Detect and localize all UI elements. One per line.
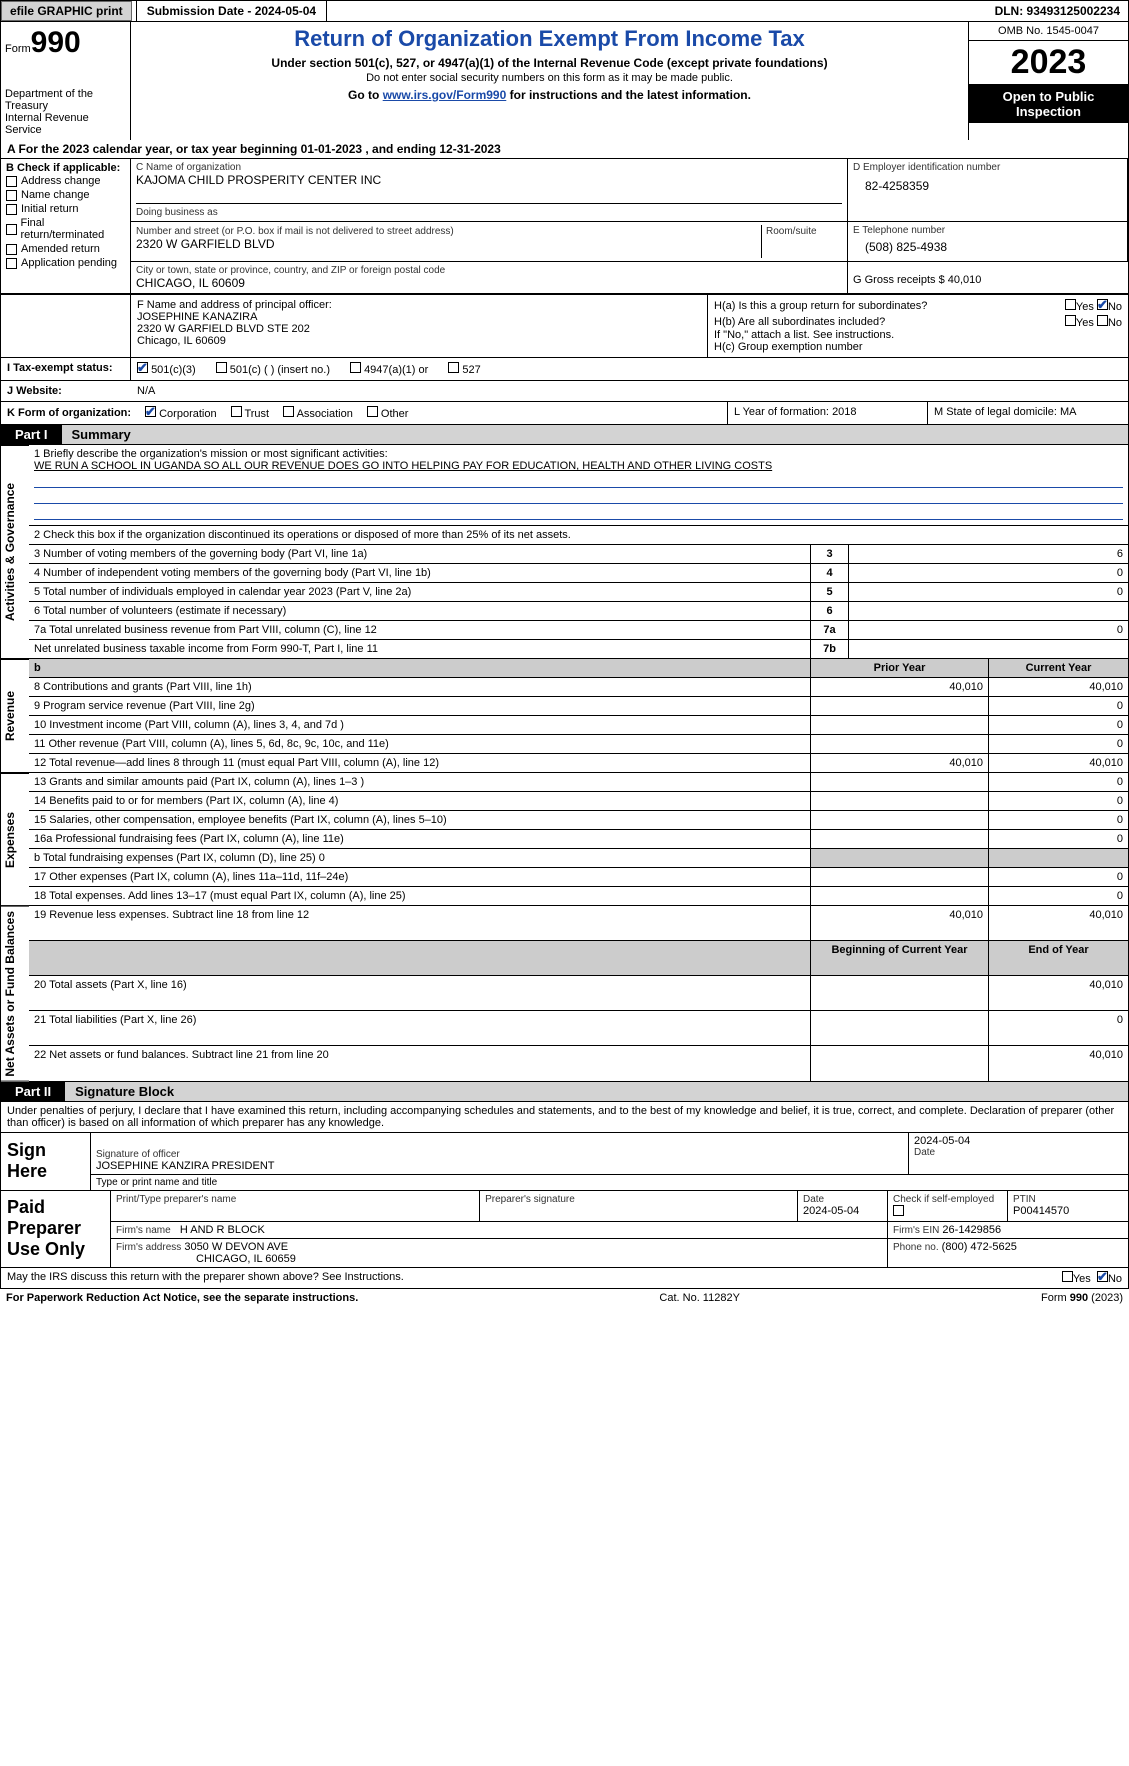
gross-receipts: 40,010 (948, 274, 982, 286)
v7a: 0 (848, 621, 1128, 640)
dln: DLN: 93493125002234 (995, 4, 1128, 18)
year-formation: 2018 (832, 406, 856, 418)
tax-year: 2023 (969, 41, 1128, 85)
cb-501c[interactable] (216, 362, 227, 373)
dept-treasury: Department of the Treasury (5, 88, 126, 112)
public-inspection: Open to Public Inspection (969, 85, 1128, 123)
subtitle-2: Do not enter social security numbers on … (139, 72, 960, 84)
subtitle-1: Under section 501(c), 527, or 4947(a)(1)… (139, 56, 960, 70)
officer-signature: JOSEPHINE KANZIRA PRESIDENT (96, 1160, 903, 1172)
cb-501c3[interactable] (137, 362, 148, 373)
form-number: 990 (31, 26, 81, 59)
v3: 6 (848, 545, 1128, 564)
cb-assoc[interactable] (283, 406, 294, 417)
cb-other[interactable] (367, 406, 378, 417)
cb-hb-no[interactable] (1097, 315, 1108, 326)
cb-trust[interactable] (231, 406, 242, 417)
mission: WE RUN A SCHOOL IN UGANDA SO ALL OUR REV… (34, 460, 772, 472)
cb-discuss-no[interactable] (1097, 1271, 1108, 1282)
form-header: Form990 Department of the Treasury Inter… (0, 22, 1129, 140)
cb-final-return[interactable] (6, 224, 17, 235)
discuss-row: May the IRS discuss this return with the… (0, 1268, 1129, 1289)
v6 (848, 602, 1128, 621)
tax-exempt-row: I Tax-exempt status: 501(c)(3) 501(c) ( … (0, 358, 1129, 381)
cb-corp[interactable] (145, 406, 156, 417)
v5: 0 (848, 583, 1128, 602)
cb-address-change[interactable] (6, 176, 17, 187)
efile-print-button[interactable]: efile GRAPHIC print (1, 1, 132, 21)
city-state-zip: CHICAGO, IL 60609 (136, 276, 842, 290)
form-word: Form (5, 43, 31, 55)
footer: For Paperwork Reduction Act Notice, see … (0, 1289, 1129, 1307)
form990-link[interactable]: www.irs.gov/Form990 (383, 88, 507, 102)
cb-527[interactable] (448, 362, 459, 373)
officer-group-row: F Name and address of principal officer:… (0, 295, 1129, 358)
cb-self-employed[interactable] (893, 1205, 904, 1216)
side-governance: Activities & Governance (1, 445, 29, 659)
form-title: Return of Organization Exempt From Incom… (139, 26, 960, 52)
cb-initial-return[interactable] (6, 204, 17, 215)
cb-4947[interactable] (350, 362, 361, 373)
state-domicile: MA (1060, 406, 1077, 418)
website: N/A (131, 381, 1128, 401)
org-form-row: K Form of organization: Corporation Trus… (0, 402, 1129, 425)
website-row: J Website: N/A (0, 381, 1129, 402)
irs-label: Internal Revenue Service (5, 112, 126, 136)
sign-block: Sign Here Signature of officer JOSEPHINE… (0, 1133, 1129, 1191)
org-name: KAJOMA CHILD PROSPERITY CENTER INC (136, 173, 842, 187)
omb-number: OMB No. 1545-0047 (969, 22, 1128, 41)
ein-label: D Employer identification number (853, 162, 1122, 173)
ptin: P00414570 (1013, 1205, 1069, 1217)
street-address: 2320 W GARFIELD BLVD (136, 237, 275, 251)
side-expenses: Expenses (1, 773, 29, 906)
identity-grid: B Check if applicable: Address change Na… (0, 159, 1129, 295)
subtitle-3: Go to www.irs.gov/Form990 for instructio… (139, 88, 960, 102)
side-revenue: Revenue (1, 659, 29, 773)
v7b (848, 640, 1128, 659)
cb-ha-yes[interactable] (1065, 299, 1076, 310)
side-netassets: Net Assets or Fund Balances (1, 906, 29, 1082)
cb-app-pending[interactable] (6, 258, 17, 269)
ein: 82-4258359 (853, 173, 1122, 199)
cb-name-change[interactable] (6, 190, 17, 201)
part1-header: Part I Summary (0, 425, 1129, 445)
perjury-text: Under penalties of perjury, I declare th… (0, 1102, 1129, 1133)
cb-hb-yes[interactable] (1065, 315, 1076, 326)
preparer-block: Paid Preparer Use Only Print/Type prepar… (0, 1191, 1129, 1268)
v4: 0 (848, 564, 1128, 583)
phone: (508) 825-4938 (853, 236, 1122, 258)
band-a: A For the 2023 calendar year, or tax yea… (0, 140, 1129, 159)
cb-ha-no[interactable] (1097, 299, 1108, 310)
firm-name: H AND R BLOCK (180, 1224, 265, 1236)
firm-phone: (800) 472-5625 (942, 1241, 1017, 1253)
box-b-title: B Check if applicable: (6, 162, 125, 174)
summary-grid: Activities & Governance 1 Briefly descri… (0, 445, 1129, 1082)
firm-ein: 26-1429856 (942, 1224, 1001, 1236)
cb-amended[interactable] (6, 244, 17, 255)
submission-date: Submission Date - 2024-05-04 (141, 2, 322, 20)
topbar: efile GRAPHIC print Submission Date - 20… (0, 0, 1129, 22)
cb-discuss-yes[interactable] (1062, 1271, 1073, 1282)
part2-header: Part II Signature Block (0, 1082, 1129, 1102)
officer-name: JOSEPHINE KANAZIRA (137, 311, 701, 323)
